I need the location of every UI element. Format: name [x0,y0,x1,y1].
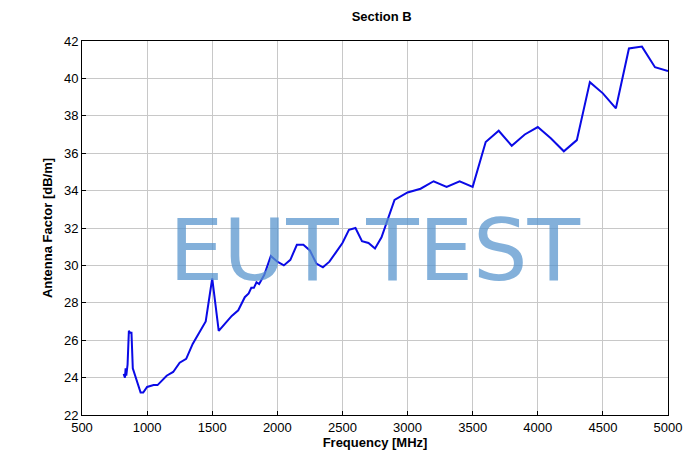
svg-text:Antenna Factor [dB/m]: Antenna Factor [dB/m] [40,158,55,298]
svg-text:40: 40 [64,71,78,86]
svg-text:3000: 3000 [393,420,422,435]
svg-text:2500: 2500 [328,420,357,435]
svg-text:5000: 5000 [654,420,683,435]
svg-text:26: 26 [64,333,78,348]
svg-text:22: 22 [64,408,78,423]
svg-text:1500: 1500 [198,420,227,435]
svg-text:Section B: Section B [352,9,412,24]
svg-text:34: 34 [64,183,78,198]
svg-text:24: 24 [64,370,78,385]
svg-text:28: 28 [64,295,78,310]
svg-text:500: 500 [71,420,93,435]
svg-text:1000: 1000 [133,420,162,435]
svg-text:3500: 3500 [458,420,487,435]
svg-text:30: 30 [64,258,78,273]
svg-text:2000: 2000 [263,420,292,435]
svg-text:4500: 4500 [588,420,617,435]
svg-text:EUT TEST: EUT TEST [169,200,581,300]
svg-text:36: 36 [64,146,78,161]
svg-text:42: 42 [64,34,78,49]
svg-text:Frequency [MHz]: Frequency [MHz] [323,435,428,450]
svg-text:4000: 4000 [523,420,552,435]
svg-text:32: 32 [64,221,78,236]
svg-text:38: 38 [64,108,78,123]
